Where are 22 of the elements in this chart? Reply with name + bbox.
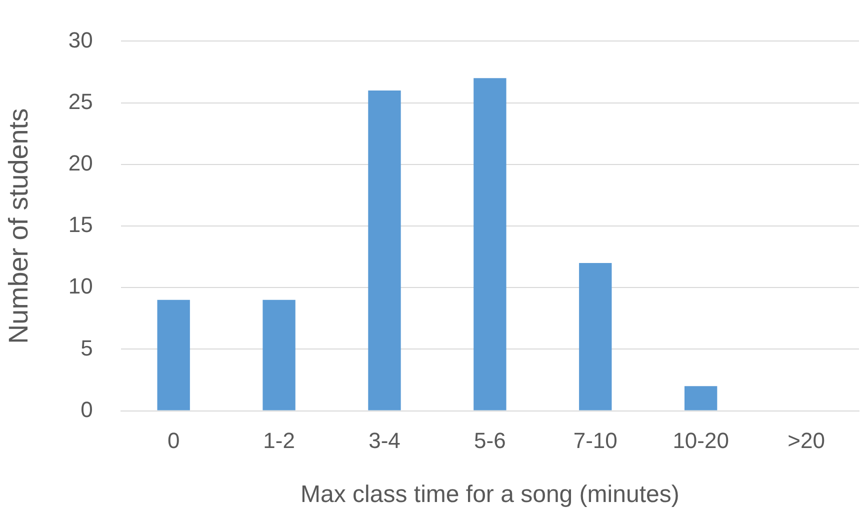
x-tick-label: 10-20: [672, 428, 729, 454]
bar: [474, 78, 506, 410]
y-tick-label: 20: [68, 150, 93, 176]
y-tick-label: 15: [68, 212, 93, 238]
x-tick-label: 7-10: [573, 428, 618, 454]
x-tick-label: 3-4: [368, 428, 400, 454]
x-tick-label: 5-6: [474, 428, 506, 454]
y-tick-label: 25: [68, 88, 93, 114]
bar: [579, 262, 612, 410]
bar: [157, 300, 190, 410]
y-tick-label: 0: [80, 396, 93, 422]
x-tick-label: 0: [167, 428, 180, 454]
x-tick-label: >20: [788, 428, 825, 454]
y-tick-label: 30: [68, 27, 93, 52]
bar: [684, 386, 718, 410]
y-axis-title: Number of students: [4, 108, 34, 344]
x-tick-label: 1-2: [263, 428, 295, 454]
y-tick-label: 10: [68, 274, 93, 299]
x-axis-title: Max class time for a song (minutes): [300, 481, 680, 508]
y-tick-label: 5: [80, 335, 93, 360]
bar: [262, 300, 296, 410]
bar: [368, 90, 401, 410]
